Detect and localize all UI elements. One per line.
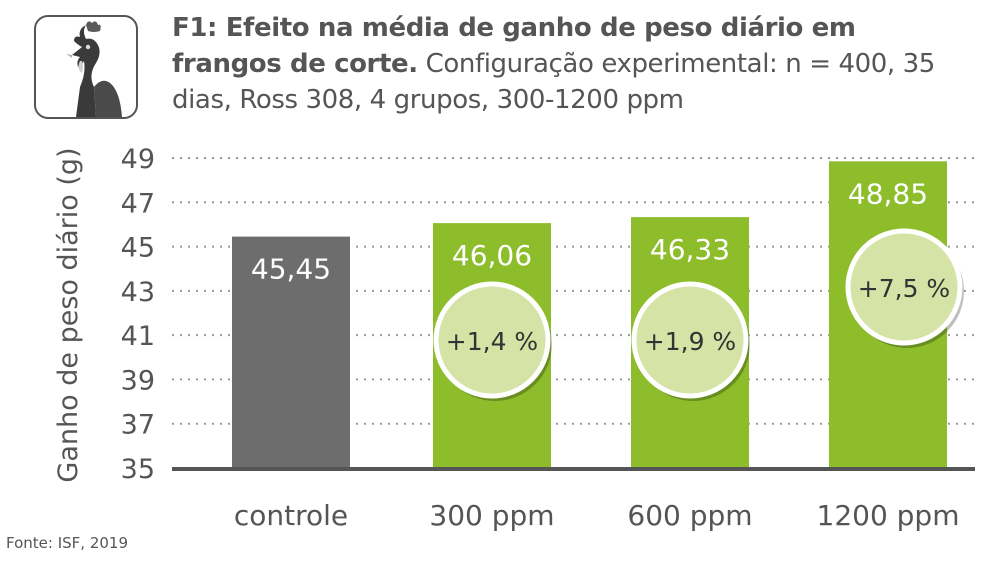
x-tick-label: 1200 ppm (817, 499, 960, 532)
chart-subtitle: Configuração experimental: n = 400, 35 d… (172, 49, 935, 115)
x-tick-label: controle (234, 499, 348, 532)
y-tick-label: 37 (121, 410, 155, 441)
y-tick-label: 43 (121, 277, 155, 308)
y-axis-ticks: 35 37 39 41 43 45 47 49 (121, 144, 155, 485)
bar-value-label: 46,06 (452, 239, 532, 272)
change-badge-label: +1,4 % (446, 327, 538, 356)
chart-title: F1: Efeito na média de ganho de peso diá… (172, 13, 856, 79)
y-tick-label: 47 (121, 188, 155, 219)
y-tick-label: 35 (121, 454, 155, 485)
logo (34, 15, 138, 119)
change-badge (631, 281, 749, 399)
x-tick-label: 300 ppm (429, 499, 554, 532)
chart-title-block: F1: Efeito na média de ganho de peso diá… (172, 10, 972, 118)
bar-value-label: 46,33 (650, 233, 730, 266)
source-note: Fonte: ISF, 2019 (6, 534, 128, 552)
y-axis-label: Ganho de peso diário (g) (53, 147, 84, 482)
change-badge-label: +1,9 % (644, 327, 736, 356)
y-tick-label: 45 (121, 233, 155, 264)
change-badge (845, 228, 963, 346)
bar-value-label: 48,85 (848, 177, 928, 210)
change-badge-label: +7,5 % (858, 274, 950, 303)
bar-value-label: 45,45 (251, 253, 331, 286)
y-tick-label: 41 (121, 321, 155, 352)
change-badges: +1,4 % +1,9 % +7,5 % (433, 228, 964, 401)
chicken-head-icon (66, 21, 122, 117)
x-tick-label: 600 ppm (627, 499, 752, 532)
change-badge (433, 281, 551, 399)
x-axis-labels: controle 300 ppm 600 ppm 1200 ppm (234, 499, 960, 532)
bar-1 (232, 236, 350, 468)
y-tick-label: 39 (121, 365, 155, 396)
bars: 45,45 46,06 46,33 48,85 (232, 161, 947, 469)
gridlines (172, 157, 975, 425)
y-tick-label: 49 (121, 144, 155, 175)
